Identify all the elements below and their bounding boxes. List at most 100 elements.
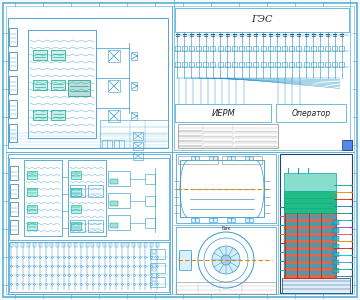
Bar: [246, 46, 251, 51]
Bar: [33, 80, 47, 90]
Bar: [275, 46, 280, 51]
Bar: [280, 154, 352, 293]
Bar: [203, 62, 208, 67]
Bar: [282, 278, 350, 293]
Bar: [333, 252, 339, 257]
Bar: [21, 243, 24, 247]
Bar: [10, 220, 18, 234]
Bar: [9, 100, 17, 118]
Bar: [189, 46, 194, 51]
Bar: [225, 46, 230, 51]
Bar: [131, 82, 137, 90]
Bar: [121, 243, 123, 247]
Bar: [180, 160, 264, 217]
Bar: [45, 243, 48, 247]
Bar: [10, 184, 18, 198]
Bar: [325, 62, 330, 67]
Bar: [152, 282, 156, 285]
Bar: [253, 62, 258, 67]
Bar: [9, 158, 169, 240]
Bar: [284, 213, 336, 278]
Bar: [318, 46, 323, 51]
Bar: [332, 62, 337, 67]
Bar: [217, 46, 222, 51]
Bar: [239, 62, 244, 67]
Bar: [339, 46, 344, 51]
Bar: [232, 62, 237, 67]
Bar: [191, 156, 199, 160]
Bar: [311, 62, 316, 67]
Bar: [70, 185, 85, 197]
Bar: [209, 218, 217, 222]
Bar: [303, 62, 309, 67]
Bar: [182, 62, 187, 67]
Bar: [133, 142, 143, 150]
Bar: [268, 62, 273, 67]
Bar: [27, 243, 30, 247]
Circle shape: [221, 255, 231, 265]
Bar: [132, 243, 135, 247]
Bar: [289, 46, 294, 51]
Bar: [318, 62, 323, 67]
Bar: [339, 62, 344, 67]
Bar: [284, 250, 336, 254]
Bar: [115, 243, 118, 247]
Bar: [333, 268, 339, 273]
Bar: [131, 52, 137, 60]
Bar: [284, 215, 336, 219]
Bar: [70, 220, 85, 232]
Bar: [62, 243, 65, 247]
Bar: [284, 236, 336, 240]
Bar: [24, 160, 62, 236]
Bar: [150, 277, 165, 287]
Circle shape: [212, 246, 240, 274]
Bar: [110, 223, 118, 228]
Bar: [152, 254, 156, 257]
Bar: [284, 243, 336, 247]
Bar: [217, 62, 222, 67]
Bar: [131, 112, 137, 120]
Bar: [108, 171, 130, 186]
Bar: [71, 171, 81, 179]
Bar: [138, 243, 141, 247]
Bar: [296, 46, 301, 51]
Bar: [344, 140, 352, 150]
Bar: [68, 243, 71, 247]
Bar: [152, 268, 156, 271]
Bar: [8, 18, 168, 148]
Bar: [150, 249, 165, 259]
Bar: [175, 62, 180, 67]
Bar: [108, 215, 130, 230]
Bar: [268, 46, 273, 51]
Bar: [8, 154, 170, 294]
Bar: [296, 62, 301, 67]
Bar: [333, 220, 339, 225]
Bar: [145, 196, 155, 206]
Bar: [88, 185, 103, 197]
Bar: [33, 110, 47, 120]
Bar: [33, 50, 47, 60]
Bar: [311, 46, 316, 51]
Bar: [284, 229, 336, 233]
Bar: [9, 242, 169, 292]
Bar: [178, 124, 278, 148]
Bar: [100, 120, 168, 148]
Bar: [9, 52, 17, 70]
Bar: [152, 264, 156, 267]
Bar: [333, 260, 339, 265]
Bar: [284, 173, 336, 191]
Bar: [182, 46, 187, 51]
Bar: [71, 188, 81, 196]
Bar: [97, 243, 100, 247]
Bar: [152, 250, 156, 253]
Bar: [108, 50, 120, 62]
Bar: [51, 80, 65, 90]
Bar: [225, 62, 230, 67]
Bar: [9, 76, 17, 94]
Bar: [175, 8, 349, 32]
Bar: [27, 188, 37, 196]
Bar: [303, 46, 309, 51]
Bar: [289, 62, 294, 67]
Bar: [191, 218, 199, 222]
Bar: [325, 46, 330, 51]
